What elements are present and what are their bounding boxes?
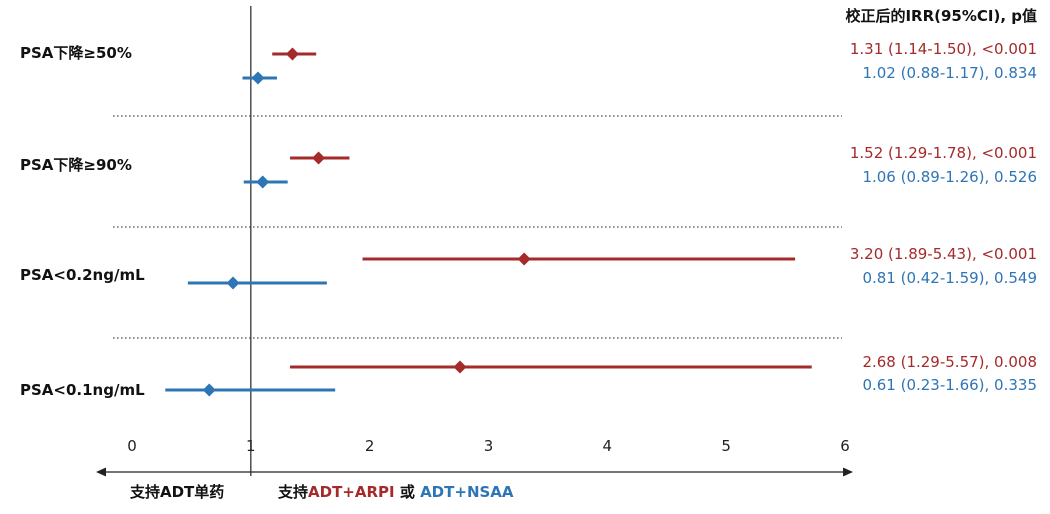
x-tick-label-0: 0	[127, 437, 137, 455]
row-label-1: PSA下降≥50%	[20, 44, 132, 62]
x-tick-label-5: 5	[721, 437, 731, 455]
forest-row-2: PSA下降≥90% 1.52 (1.29-1.78), <0.001 1.06 (0…	[20, 144, 1037, 189]
x-tick-label-2: 2	[365, 437, 375, 455]
arrow-left-icon	[96, 467, 106, 477]
nsaa-value-2: 1.06 (0.89-1.26), 0.526	[862, 168, 1037, 186]
x-tick-label-3: 3	[484, 437, 494, 455]
nsaa-point-3	[226, 276, 240, 290]
favors-combo-label: 支持ADT+ARPI 或 ADT+NSAA	[277, 483, 514, 501]
favors-prefix: 支持	[277, 483, 308, 501]
x-tick-label-6: 6	[840, 437, 850, 455]
arpi-value-1: 1.31 (1.14-1.50), <0.001	[850, 40, 1037, 58]
nsaa-value-4: 0.61 (0.23-1.66), 0.335	[862, 376, 1037, 394]
row-label-3: PSA<0.2ng/mL	[20, 266, 145, 284]
forest-row-1: PSA下降≥50% 1.31 (1.14-1.50), <0.001 1.02 (0…	[20, 40, 1037, 85]
direction-arrow	[96, 467, 853, 477]
arpi-legend-label: ADT+ARPI	[308, 483, 395, 501]
arpi-value-4: 2.68 (1.29-5.57), 0.008	[862, 353, 1037, 371]
plot-area: PSA下降≥50% 1.31 (1.14-1.50), <0.001 1.02 (0…	[20, 6, 1037, 476]
forest-row-3: PSA<0.2ng/mL 3.20 (1.89-5.43), <0.001 0.81…	[20, 245, 1037, 290]
arpi-point-2	[312, 151, 326, 165]
nsaa-point-1	[251, 71, 265, 85]
arpi-point-3	[517, 252, 531, 266]
nsaa-value-3: 0.81 (0.42-1.59), 0.549	[862, 269, 1037, 287]
row-label-2: PSA下降≥90%	[20, 156, 132, 174]
nsaa-value-1: 1.02 (0.88-1.17), 0.834	[862, 64, 1037, 82]
arpi-value-2: 1.52 (1.29-1.78), <0.001	[850, 144, 1037, 162]
legend-connector: 或	[395, 483, 420, 501]
nsaa-legend-label: ADT+NSAA	[420, 483, 514, 501]
forest-row-4: PSA<0.1ng/mL 2.68 (1.29-5.57), 0.008 0.61 …	[20, 353, 1037, 399]
column-header: 校正后的IRR(95%CI), p值	[845, 7, 1037, 25]
favors-adt-label: 支持ADT单药	[129, 483, 224, 501]
arpi-point-4	[453, 360, 467, 374]
arpi-point-1	[285, 47, 299, 61]
nsaa-point-4	[202, 383, 216, 397]
row-label-4: PSA<0.1ng/mL	[20, 381, 145, 399]
arpi-value-3: 3.20 (1.89-5.43), <0.001	[850, 245, 1037, 263]
x-tick-label-1: 1	[246, 437, 256, 455]
x-axis: 0 1 2 3 4 5 6	[127, 437, 850, 455]
x-tick-label-4: 4	[603, 437, 613, 455]
arrow-right-icon	[843, 467, 853, 477]
nsaa-point-2	[256, 175, 270, 189]
